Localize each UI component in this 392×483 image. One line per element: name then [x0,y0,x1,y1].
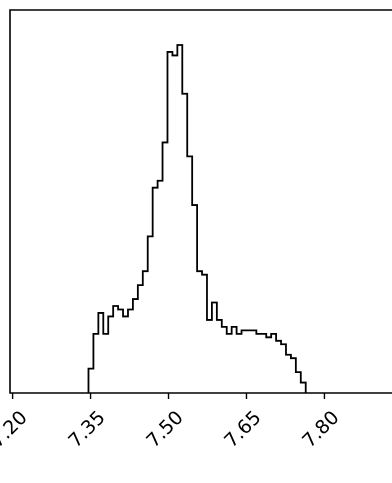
x-tick-label: 7.65 [220,407,265,452]
plot-frame [9,9,392,394]
histogram-bin [286,355,291,393]
histogram-bin [222,327,227,393]
histogram-bin [113,306,118,393]
x-tick-label: 7.80 [298,407,343,452]
histogram-bin [197,271,202,393]
x-tick-label: 7.35 [64,407,109,452]
histogram-bin [256,334,261,393]
histogram-bin [158,181,163,393]
histogram-bin [103,334,108,393]
histogram-bin [237,334,242,393]
histogram-bin [217,320,222,393]
histogram-bin [123,316,128,393]
plot-area [9,9,392,394]
histogram-bin [177,45,182,393]
histogram-bin [251,330,256,393]
histogram-bin [261,334,266,393]
histogram-bin [207,320,212,393]
histogram-bin [271,334,276,393]
histogram-bin [143,271,148,393]
histogram-bin [118,309,123,393]
histogram-outline [87,44,307,393]
histogram-bin [246,330,251,393]
histogram-bin [172,55,177,393]
histogram-bin [138,285,143,393]
histogram-bin [232,327,237,393]
histogram-bin [276,341,281,393]
x-tick-label: 7.20 [0,407,32,452]
x-axis: 7.20 7.35 7.50 7.65 7.80 [0,393,344,452]
histogram-bin [266,337,271,393]
histogram-bin [128,309,133,393]
histogram-bin [242,330,247,393]
histogram-bin [227,334,232,393]
histogram-bin [133,299,138,393]
x-tick-label: 7.50 [142,407,187,452]
